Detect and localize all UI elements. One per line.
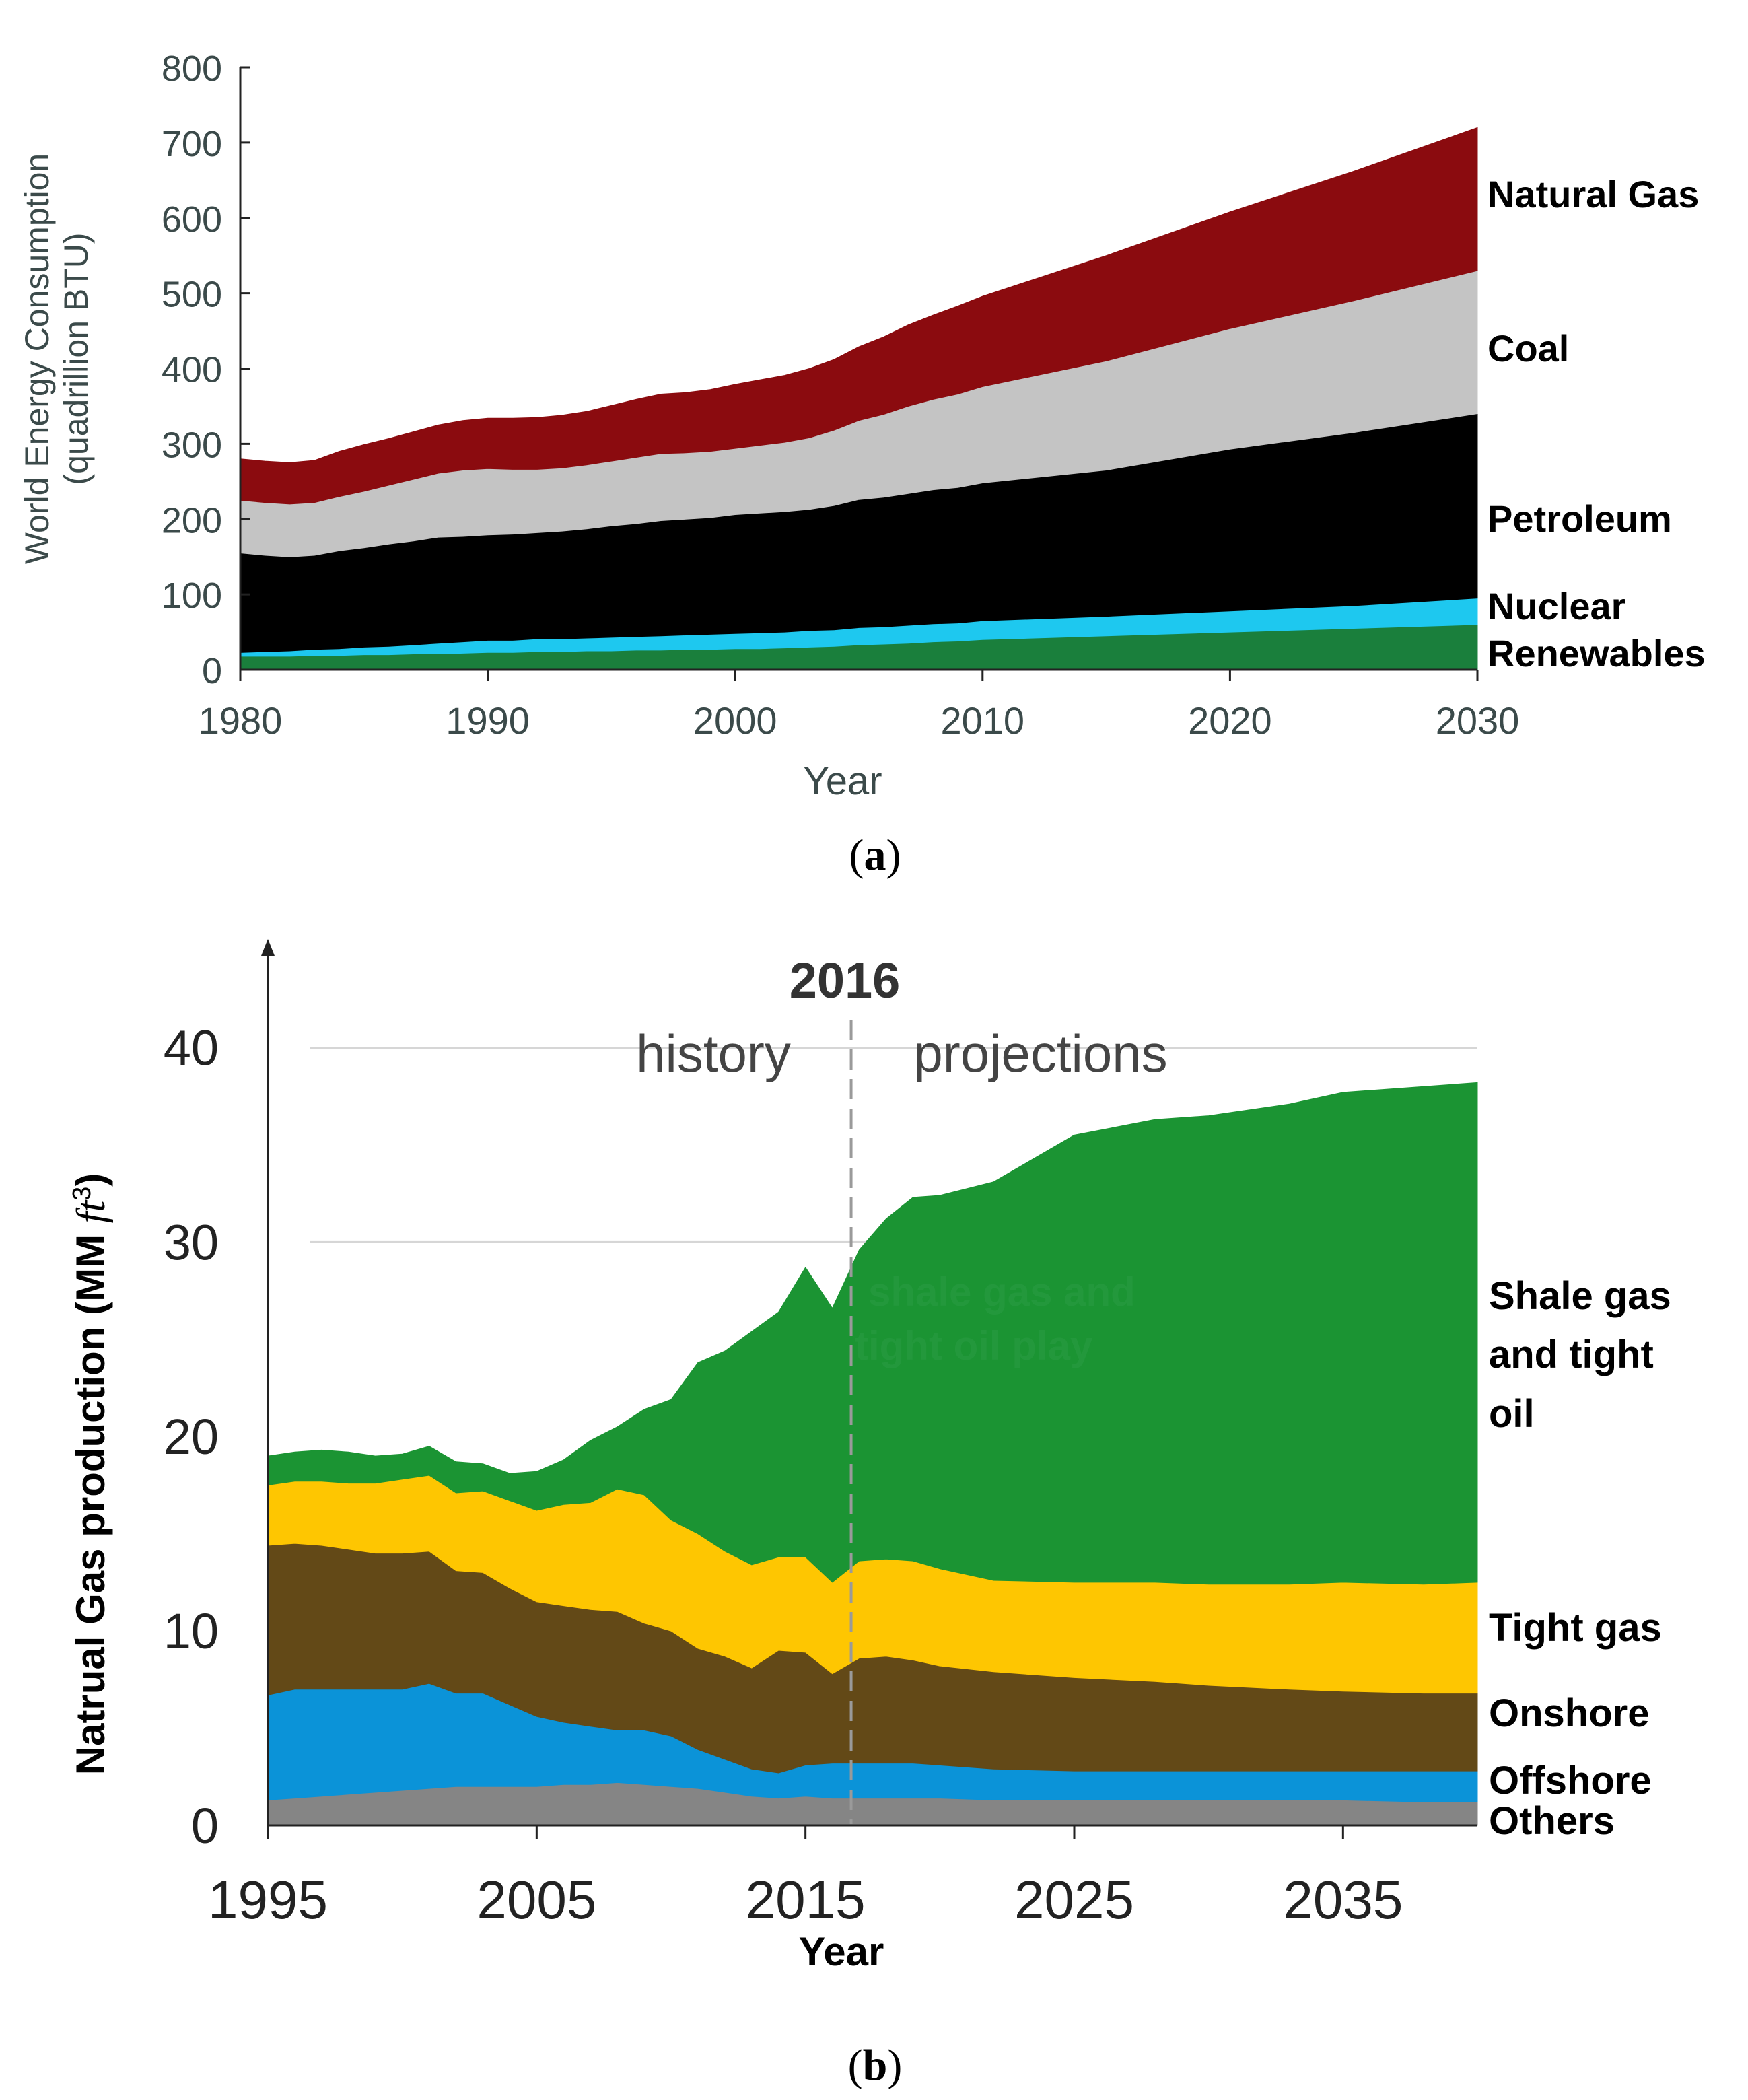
panel-b: shale gas and tight oil play 2016 histor… (68, 939, 1671, 2090)
panel-a-y-axis: 0 100 200 300 400 500 600 700 800 (162, 48, 250, 691)
panel-b-watermark-line2: tight oil play (855, 1323, 1093, 1368)
panel-a-y-tick-label: 600 (162, 199, 222, 240)
panel-a-area-natural-gas (240, 127, 1478, 505)
panel-b-label-oil: oil (1489, 1392, 1535, 1436)
panel-a-y-tick-label: 700 (162, 124, 222, 164)
panel-a-label-petroleum: Petroleum (1488, 497, 1672, 540)
panel-b-caption: (b) (848, 2041, 903, 2090)
panel-b-label-and-tight: and tight (1489, 1333, 1654, 1376)
panel-b-area-shale-gas-and-tight-oil (267, 1082, 1478, 1585)
panel-b-history-label: history (636, 1024, 791, 1083)
panel-b-watermark-line1: shale gas and (868, 1269, 1135, 1315)
panel-a-x-tick-label: 2030 (1436, 699, 1520, 742)
panel-b-x-tick-label: 2025 (1014, 1870, 1134, 1930)
panel-a-caption: (a) (849, 831, 901, 880)
panel-a-y-axis-title-line1: World Energy Consumption (18, 153, 56, 564)
panel-a-y-tick-label: 300 (162, 425, 222, 465)
panel-b-label-others: Others (1489, 1799, 1615, 1843)
panel-b-y-axis-title-close: ) (68, 1173, 113, 1187)
panel-b-y-tick-label: 10 (164, 1603, 219, 1659)
panel-b-label-offshore: Offshore (1489, 1759, 1652, 1803)
panel-b-series-labels: Shale gas and tight oil Tight gas Onshore Off… (1489, 1274, 1671, 1843)
panel-b-x-tick-label: 1995 (208, 1870, 328, 1930)
panel-b-y-tick-label: 20 (164, 1409, 219, 1465)
panel-b-y-tick-label: 40 (164, 1020, 219, 1076)
panel-b-label-shale-gas: Shale gas (1489, 1274, 1671, 1318)
panel-b-y-axis: 0 10 20 30 40 (164, 939, 275, 1854)
panel-a-y-tick-label: 400 (162, 350, 222, 390)
panel-a-caption-letter: a (864, 831, 886, 880)
panel-a-y-tick-label: 500 (162, 275, 222, 315)
panel-b-x-tick-label: 2015 (746, 1870, 866, 1930)
panel-b-y-tick-label: 30 (164, 1214, 219, 1270)
panel-a-x-tick-label: 1980 (199, 699, 283, 742)
panel-b-divider-year: 2016 (790, 952, 901, 1008)
panel-a-x-tick-label: 2000 (693, 699, 777, 742)
panel-a-label-renewables: Renewables (1488, 632, 1706, 674)
panel-b-label-onshore: Onshore (1489, 1691, 1650, 1735)
panel-a-x-tick-label: 1990 (446, 699, 530, 742)
panel-b-y-axis-unit: ft (69, 1200, 113, 1224)
panel-b-caption-letter: b (863, 2041, 888, 2090)
panel-b-projections-label: projections (913, 1024, 1167, 1083)
panel-a-y-axis-title-line2: (quadrillion BTU) (57, 232, 95, 485)
panel-b-x-axis: 1995 2005 2015 2025 2035 (208, 1824, 1477, 1930)
panel-a-y-tick-label: 0 (202, 651, 222, 691)
panel-b-y-axis-title-text: Natrual Gas production (MM (68, 1223, 113, 1775)
panel-b-stacked-areas (267, 1082, 1478, 1826)
panel-a-x-axis: 1980 1990 2000 2010 2020 2030 (199, 668, 1520, 742)
panel-a-label-nuclear: Nuclear (1488, 585, 1625, 627)
panel-a-label-natural-gas: Natural Gas (1488, 173, 1699, 215)
panel-a: 0 100 200 300 400 500 600 700 800 1980 1990 2000 20… (18, 48, 1706, 880)
panel-a-x-tick-label: 2020 (1188, 699, 1272, 742)
panel-a-y-tick-label: 200 (162, 500, 222, 540)
panel-b-y-axis-unit-exponent: 3 (68, 1187, 96, 1201)
panel-a-stacked-areas (240, 127, 1478, 670)
panel-b-label-tight-gas: Tight gas (1489, 1606, 1662, 1650)
panel-b-y-axis-title: Natrual Gas production (MM ft3) (68, 1173, 113, 1776)
panel-a-x-axis-title: Year (803, 759, 882, 803)
panel-b-y-axis-arrowhead (261, 939, 275, 956)
panel-b-x-tick-label: 2035 (1283, 1870, 1403, 1930)
panel-a-series-labels: Natural Gas Coal Petroleum Nuclear Renewable… (1488, 173, 1706, 674)
panel-a-y-tick-label: 800 (162, 48, 222, 89)
panel-a-x-tick-label: 2010 (941, 699, 1025, 742)
panel-a-y-tick-label: 100 (162, 575, 222, 616)
panel-a-label-coal: Coal (1488, 327, 1569, 370)
panel-b-x-tick-label: 2005 (477, 1870, 596, 1930)
panel-b-x-axis-title: Year (799, 1929, 884, 1974)
panel-b-y-tick-label: 0 (191, 1798, 219, 1854)
